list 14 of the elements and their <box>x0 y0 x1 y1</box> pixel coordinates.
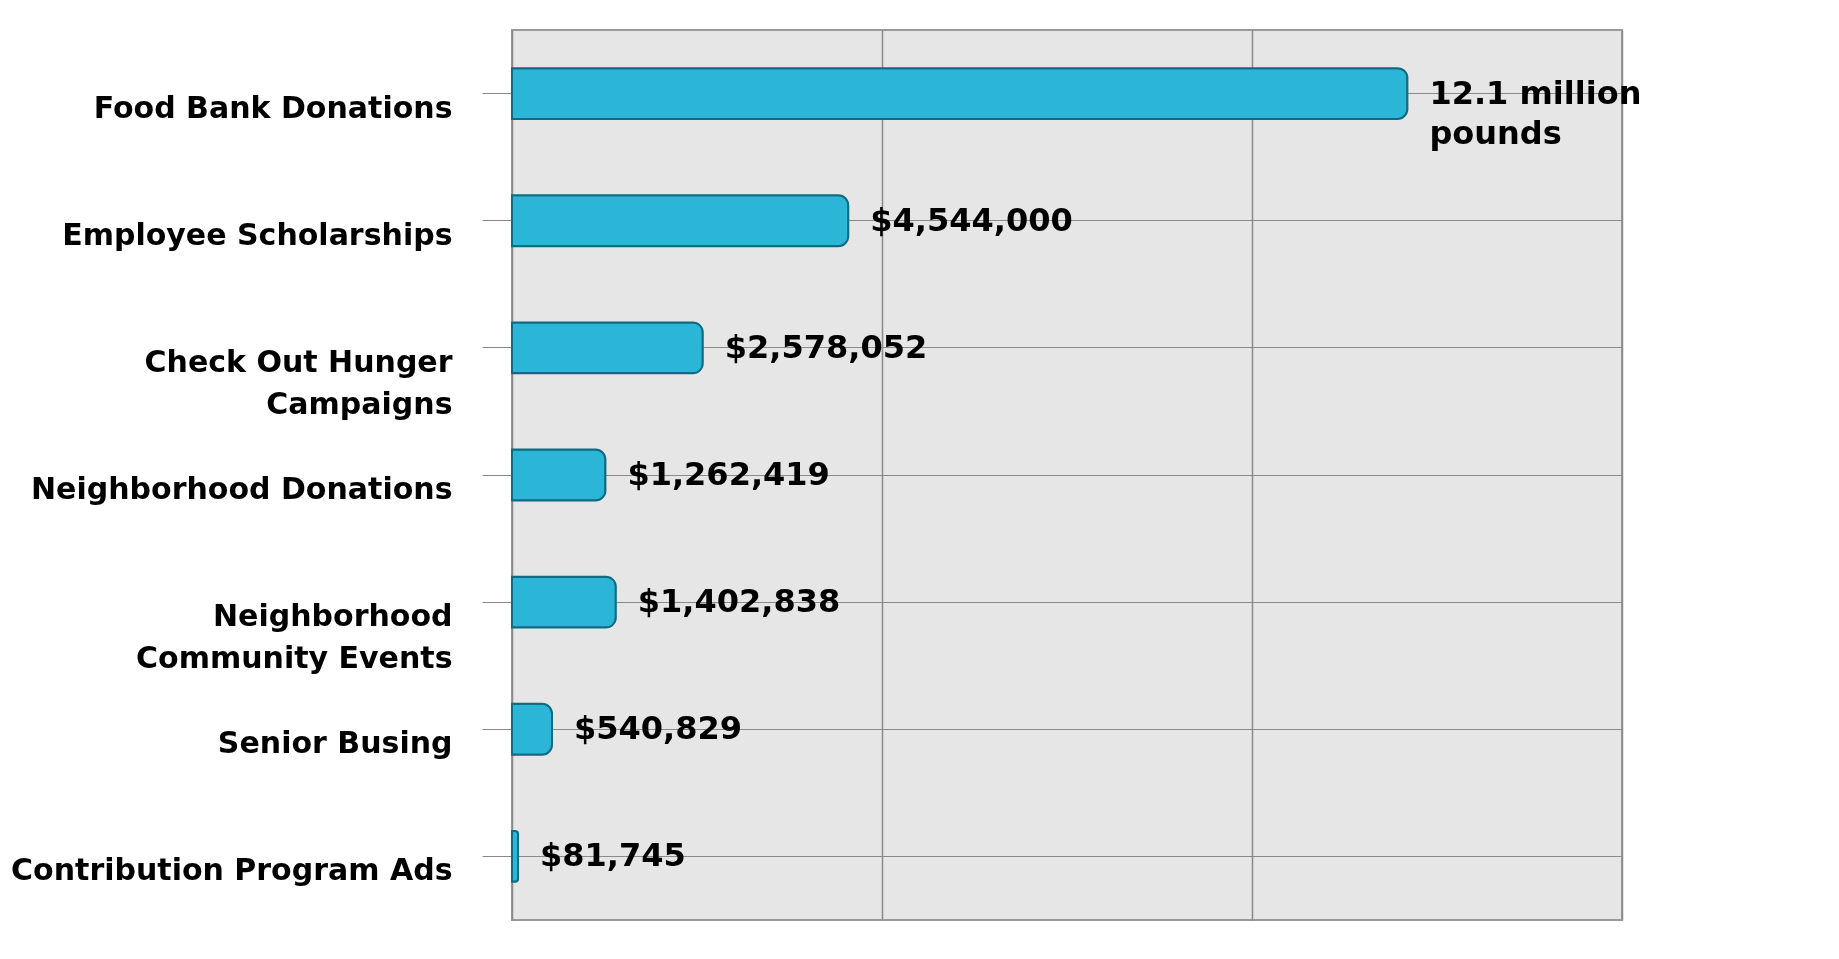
data-label: $1,402,838 <box>637 582 841 621</box>
data-label: $1,262,419 <box>627 455 830 493</box>
y-tick-label: Neighborhood Community Events <box>136 598 453 676</box>
data-label: 12.1 million pounds <box>1429 73 1642 152</box>
y-tick-label: Check Out Hunger Campaigns <box>144 343 453 421</box>
y-tick-label: Senior Busing <box>217 725 453 761</box>
data-label: $4,544,000 <box>870 200 1073 239</box>
data-label: $540,829 <box>574 709 743 748</box>
y-tick-label: Neighborhood Donations <box>30 471 453 506</box>
y-tick-label: Employee Scholarships <box>62 216 453 252</box>
y-tick-label: Contribution Program Ads <box>11 852 453 888</box>
data-label: $2,578,052 <box>724 327 928 366</box>
data-label: $81,745 <box>540 836 686 875</box>
y-tick-label: Food Bank Donations <box>93 89 453 125</box>
